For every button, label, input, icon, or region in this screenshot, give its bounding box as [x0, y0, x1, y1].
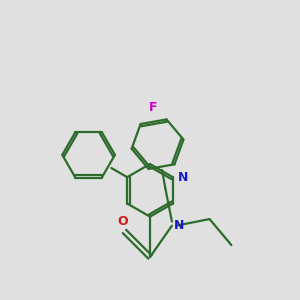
Text: F: F [149, 101, 157, 114]
Text: O: O [117, 215, 128, 228]
Text: N: N [174, 219, 184, 232]
Text: N: N [178, 171, 188, 184]
